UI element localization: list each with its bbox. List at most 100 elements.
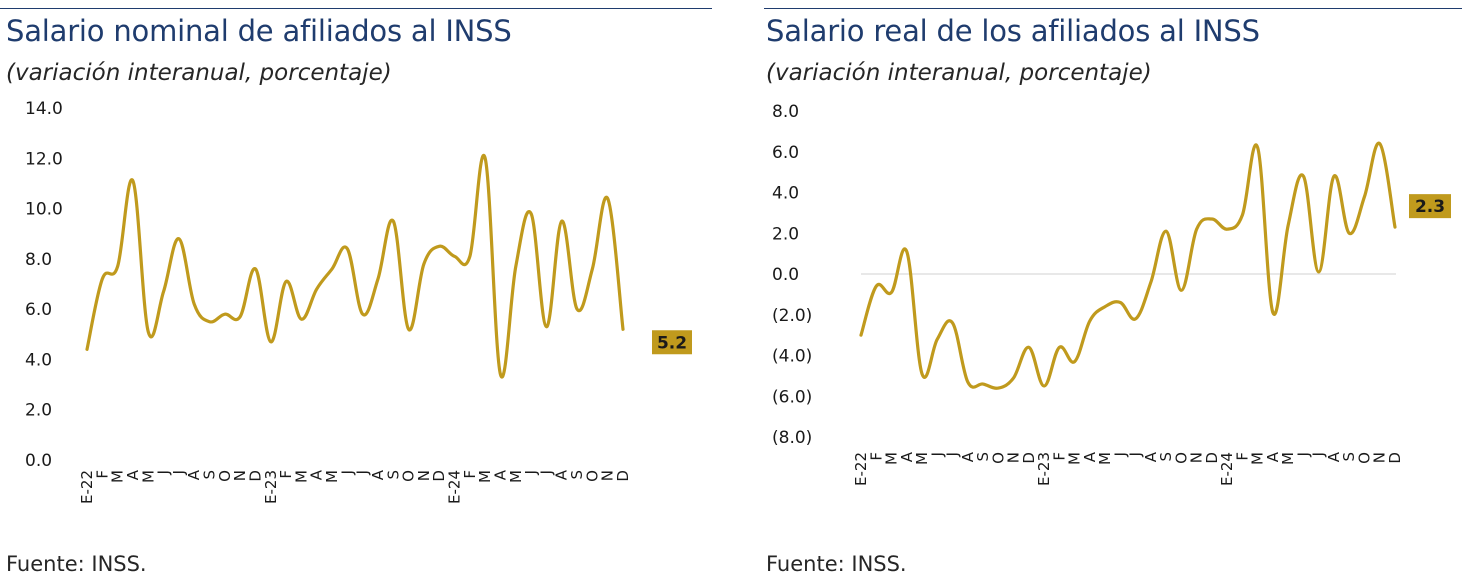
x-tick-label: M <box>1279 452 1297 465</box>
x-tick-label: A <box>1264 451 1282 462</box>
y-tick-label: 0.0 <box>25 451 52 471</box>
y-tick-label: 6.0 <box>772 143 799 163</box>
x-tick-label: S <box>201 470 219 480</box>
x-tick-label: M <box>913 452 931 465</box>
chart-title: Salario real de los afiliados al INSS <box>766 14 1260 48</box>
x-tick-label: A <box>1142 451 1160 462</box>
end-value-box <box>1409 194 1451 219</box>
y-tick-label: 4.0 <box>772 184 799 204</box>
x-tick-label: S <box>974 452 992 462</box>
x-tick-label: M <box>1249 452 1267 465</box>
series-line <box>859 141 1397 390</box>
y-tick-label: 2.0 <box>25 401 52 421</box>
x-tick-label: J <box>1127 452 1145 457</box>
x-tick-label: F <box>93 470 111 479</box>
x-tick-label: M <box>883 452 901 465</box>
x-tick-label: A <box>1081 451 1099 462</box>
panel-real: Salario real de los afiliados al INSS (v… <box>764 0 1462 581</box>
x-tick-label: F <box>461 470 479 479</box>
x-tick-label: D <box>1203 452 1221 464</box>
x-tick-label: D <box>1386 452 1404 464</box>
x-tick-label: O <box>1172 452 1190 464</box>
x-tick-label: O <box>400 470 418 482</box>
x-tick-label: O <box>1355 452 1373 464</box>
chart-title: Salario nominal de afiliados al INSS <box>6 14 512 48</box>
x-tick-label: N <box>599 470 617 481</box>
end-value-box <box>652 330 692 355</box>
x-tick-label: F <box>1233 452 1251 461</box>
x-tick-label: E-22 <box>852 452 870 486</box>
x-tick-label: J <box>170 470 188 475</box>
y-tick-label: (8.0) <box>772 428 812 448</box>
x-tick-label: J <box>1294 452 1312 457</box>
x-tick-label: M <box>1096 452 1114 465</box>
x-tick-label: F <box>1050 452 1068 461</box>
x-tick-label: D <box>430 470 448 482</box>
x-tick-label: D <box>614 470 632 482</box>
chart-subtitle: (variación interanual, porcentaje) <box>6 60 392 86</box>
x-tick-label: D <box>246 470 264 482</box>
series-line <box>85 153 625 379</box>
x-tick-label: M <box>292 470 310 483</box>
x-tick-label: D <box>1020 452 1038 464</box>
y-tick-label: (6.0) <box>772 387 812 407</box>
x-tick-label: J <box>928 452 946 457</box>
x-tick-label: E-24 <box>1218 452 1236 486</box>
y-tick-label: 8.0 <box>25 250 52 270</box>
top-rule <box>0 8 712 9</box>
x-tick-label: J <box>944 452 962 457</box>
x-tick-label: M <box>109 470 127 483</box>
y-tick-label: 6.0 <box>25 300 52 320</box>
x-tick-label: N <box>1188 452 1206 463</box>
x-tick-label: N <box>1005 452 1023 463</box>
x-tick-label: E-23 <box>1035 452 1053 486</box>
x-tick-label: S <box>384 470 402 480</box>
x-tick-label: S <box>568 470 586 480</box>
y-tick-label: 8.0 <box>772 102 799 122</box>
x-tick-label: O <box>989 452 1007 464</box>
nominal-line-chart: 0.02.04.06.08.010.012.014.0E-22FMAMJJASO… <box>25 99 692 504</box>
chart-subtitle: (variación interanual, porcentaje) <box>766 60 1152 86</box>
x-tick-label: A <box>308 469 326 480</box>
x-tick-label: M <box>139 470 157 483</box>
x-tick-label: N <box>231 470 249 481</box>
y-tick-label: 4.0 <box>25 350 52 370</box>
y-tick-label: 0.0 <box>772 265 799 285</box>
end-value-label: 5.2 <box>657 333 687 353</box>
x-tick-label: E-24 <box>446 470 464 504</box>
x-tick-label: A <box>553 469 571 480</box>
x-tick-label: M <box>1066 452 1084 465</box>
x-tick-label: F <box>277 470 295 479</box>
x-tick-label: S <box>1340 452 1358 462</box>
top-rule <box>764 8 1462 9</box>
x-tick-label: M <box>507 470 525 483</box>
x-tick-label: N <box>415 470 433 481</box>
y-tick-label: 10.0 <box>25 200 63 220</box>
x-tick-label: J <box>1310 452 1328 457</box>
y-tick-label: (2.0) <box>772 306 812 326</box>
x-tick-label: A <box>491 469 509 480</box>
x-tick-label: A <box>185 469 203 480</box>
x-tick-label: M <box>323 470 341 483</box>
x-tick-label: S <box>1157 452 1175 462</box>
x-tick-label: J <box>354 470 372 475</box>
x-tick-label: N <box>1371 452 1389 463</box>
x-tick-label: F <box>867 452 885 461</box>
y-tick-label: 2.0 <box>772 224 799 244</box>
x-tick-label: J <box>338 470 356 475</box>
x-tick-label: O <box>583 470 601 482</box>
real-line-chart: (8.0)(6.0)(4.0)(2.0)0.02.04.06.08.0E-22F… <box>772 102 1451 486</box>
x-tick-label: A <box>959 451 977 462</box>
x-tick-label: E-22 <box>78 470 96 504</box>
source-note: Fuente: INSS. <box>766 552 907 576</box>
y-tick-label: (4.0) <box>772 347 812 367</box>
x-tick-label: M <box>476 470 494 483</box>
panel-nominal: Salario nominal de afiliados al INSS (va… <box>0 0 712 581</box>
x-tick-label: J <box>522 470 540 475</box>
x-tick-label: A <box>124 469 142 480</box>
y-tick-label: 14.0 <box>25 99 63 119</box>
end-value-label: 2.3 <box>1415 197 1445 217</box>
y-tick-label: 12.0 <box>25 149 63 169</box>
x-tick-label: O <box>216 470 234 482</box>
x-tick-label: A <box>369 469 387 480</box>
